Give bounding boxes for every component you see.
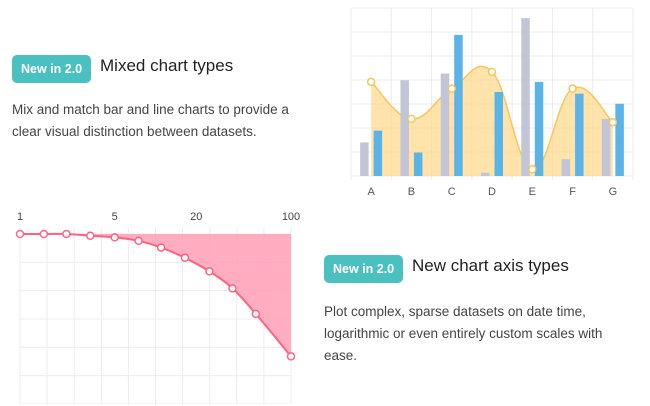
area-point xyxy=(407,114,416,124)
x-tick-label: B xyxy=(408,186,415,198)
mixed-chart-description: Mix and match bar and line charts to pro… xyxy=(12,102,289,139)
data-point xyxy=(134,236,143,246)
x-tick-label: 5 xyxy=(112,211,118,223)
area-fill xyxy=(20,233,291,357)
bar-series-1-bar xyxy=(440,73,450,176)
bar-series-1-bar xyxy=(561,159,571,176)
area-point xyxy=(447,84,456,93)
x-tick-label: F xyxy=(569,186,576,198)
axis-chart: 1 5 20 100 xyxy=(15,211,300,404)
x-tick-label: C xyxy=(448,186,456,198)
axis-chart-description: Plot complex, sparse datasets on date ti… xyxy=(324,304,603,363)
x-tick-label: G xyxy=(609,186,618,198)
data-point xyxy=(110,233,119,242)
area-point xyxy=(528,165,537,174)
x-tick-label: E xyxy=(529,186,536,198)
data-point xyxy=(86,231,95,240)
data-point xyxy=(15,229,25,239)
area-point xyxy=(366,77,376,87)
x-tick-label: D xyxy=(488,186,496,198)
x-tick-label: 1 xyxy=(17,211,23,223)
data-point xyxy=(156,243,166,252)
bar-series-2-bar xyxy=(534,81,544,176)
area-point xyxy=(568,84,577,93)
bar-series-2-bar xyxy=(575,93,584,176)
data-point xyxy=(180,253,190,263)
area-series-fill xyxy=(371,66,613,176)
bar-series-1-bar xyxy=(400,80,409,176)
bar-series-2-bar xyxy=(454,34,463,176)
bar-series-2-bar xyxy=(413,152,423,176)
mixed-chart: A B C D E F G xyxy=(350,7,634,198)
bar-series-2-bar xyxy=(615,103,624,176)
mixed-chart-heading: Mixed chart types xyxy=(100,56,234,75)
bar-series-2-bar xyxy=(494,92,503,176)
area-point xyxy=(487,67,497,77)
new-badge: New in 2.0 xyxy=(324,255,404,283)
x-tick-label: A xyxy=(367,186,375,198)
axis-chart-heading: New chart axis types xyxy=(412,256,569,275)
data-point xyxy=(251,309,261,319)
data-point xyxy=(39,229,49,239)
new-badge: New in 2.0 xyxy=(12,55,92,83)
data-point xyxy=(205,267,214,276)
data-point xyxy=(62,229,71,239)
bar-series-1-bar xyxy=(521,18,530,176)
data-point xyxy=(286,352,296,361)
bar-series-1-bar xyxy=(360,142,369,176)
bar-series-1-bar xyxy=(601,118,611,176)
x-tick-label: 100 xyxy=(282,211,300,223)
data-point xyxy=(228,284,237,293)
bar-series-2-bar xyxy=(373,130,383,176)
x-tick-label: 20 xyxy=(190,211,202,223)
bar-series-1-bar xyxy=(481,172,490,176)
area-point xyxy=(608,117,618,127)
